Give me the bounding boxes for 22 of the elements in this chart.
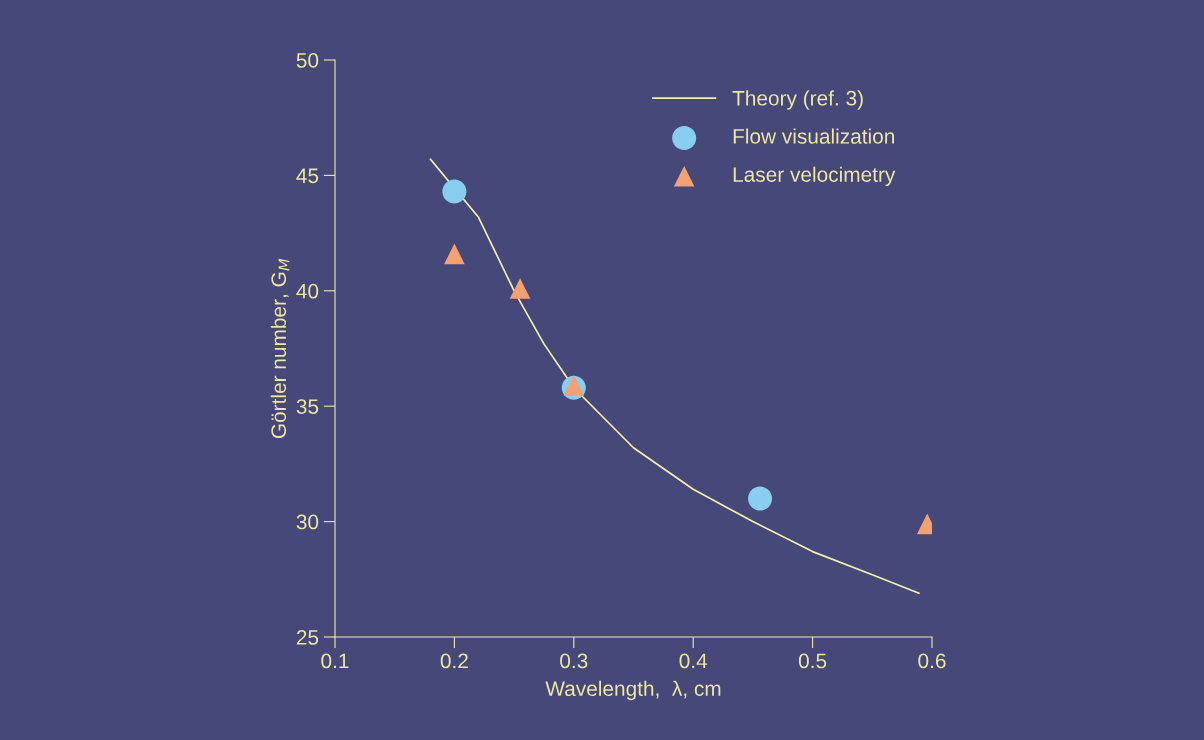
y-axis-title: Görtler number, G$_{M}$ <box>270 258 290 439</box>
x-tick-label: 0.6 <box>918 653 946 669</box>
point <box>748 486 773 511</box>
legend-label: Laser velocimetry <box>733 166 896 187</box>
y-tick-label: 25 <box>296 630 319 645</box>
y-tick-label: 35 <box>296 399 319 414</box>
line-series <box>429 158 920 594</box>
x-tick-label: 0.5 <box>798 653 827 669</box>
y-tick-label: 40 <box>296 283 319 299</box>
x-tick-label: 0.1 <box>321 653 349 669</box>
x-axis-title: Wavelength, λ, cm <box>545 680 721 701</box>
point <box>444 243 465 265</box>
legend-label: Theory (ref. 3) <box>732 90 863 110</box>
y-tick-label: 30 <box>296 514 319 530</box>
legend-label: Flow visualization <box>733 128 894 144</box>
x-tick-label: 0.2 <box>440 653 468 669</box>
point <box>442 179 467 204</box>
y-tick-label: 50 <box>296 53 319 68</box>
x-tick-label: 0.3 <box>560 653 588 669</box>
y-tick-label: 45 <box>296 168 319 184</box>
point <box>509 278 531 299</box>
x-tick-label: 0.4 <box>679 653 708 669</box>
